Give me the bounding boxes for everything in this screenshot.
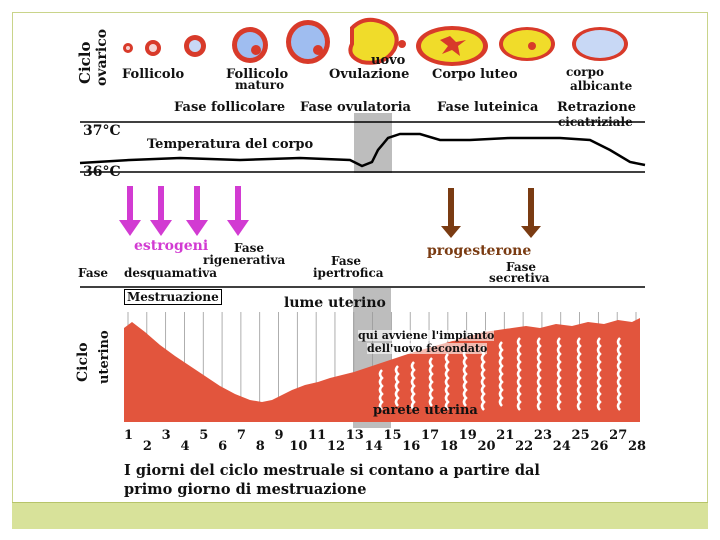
ovulation-band: [354, 113, 392, 173]
day-number: 9: [274, 428, 284, 443]
ovarian-cycle-label: Ciclo: [76, 41, 94, 84]
gland: [616, 337, 622, 411]
gland: [480, 345, 486, 411]
uterine-cycle-label: Ciclo: [75, 342, 91, 382]
menstruation-label: Mestruazione: [124, 289, 222, 305]
day-number: 16: [402, 439, 421, 454]
phase-ovulatory: Fase ovulatoria: [300, 100, 411, 115]
day-number: 20: [477, 439, 496, 454]
gland: [516, 337, 522, 411]
day-number: 14: [364, 439, 383, 454]
uterine-wall-label: parete uterina: [373, 403, 478, 418]
day-number: 15: [383, 428, 402, 443]
gland: [428, 357, 434, 407]
day-number: 4: [180, 439, 190, 454]
day-number: 21: [496, 428, 515, 443]
day-number: 24: [552, 439, 571, 454]
stage-mature-follicle: Follicolo: [226, 67, 289, 82]
day-number: 10: [289, 439, 308, 454]
uterine-phase-label: Fase: [331, 254, 362, 268]
day-number: 3: [161, 428, 171, 443]
phase-follicular: Fase follicolare: [174, 100, 286, 115]
gland: [556, 337, 562, 411]
temp-tick-37: 37°C: [83, 123, 121, 139]
stage-corpus-albicans-2: albicante: [570, 79, 633, 93]
estrogen-label: estrogeni: [134, 238, 209, 254]
temp-label: Temperatura del corpo: [147, 137, 314, 152]
caption-line-1: I giorni del ciclo mestruale si contano …: [124, 462, 540, 479]
day-number: 18: [439, 439, 458, 454]
down-arrow-icon: [119, 186, 141, 236]
down-arrow-icon: [441, 188, 461, 238]
gland: [498, 341, 504, 407]
day-number: 27: [609, 428, 628, 443]
progesterone-label: progesterone: [427, 243, 532, 259]
stage-corpus-luteum: Corpo luteo: [432, 67, 518, 82]
ovarian-stage-illustrations: [123, 17, 628, 66]
day-number: 19: [458, 428, 477, 443]
day-number: 6: [218, 439, 228, 454]
day-number: 22: [515, 439, 534, 454]
down-arrow-icon: [150, 186, 172, 236]
uterine-phase-regenerative: rigenerativa: [203, 253, 286, 267]
stage-follicle: Follicolo: [122, 67, 185, 82]
ovarian-cycle-label: ovarico: [94, 28, 110, 86]
gland: [378, 369, 384, 411]
stage-ovulation: Ovulazione: [329, 67, 410, 82]
day-number: 12: [326, 439, 346, 454]
estrogen-arrows: [119, 186, 249, 236]
uterine-phase-hypertrophic: ipertrofica: [313, 266, 384, 280]
day-number: 11: [308, 428, 327, 443]
uterine-glands: [378, 337, 622, 411]
ovulation-icon: [348, 17, 399, 65]
day-number: 1: [124, 428, 134, 443]
uterine-phase-label: Fase: [78, 266, 109, 280]
down-arrow-icon: [186, 186, 208, 236]
uterine-phase-label: Fase: [506, 260, 537, 274]
day-number: 28: [628, 439, 647, 454]
stage-mature-follicle-2: maturo: [235, 78, 285, 92]
day-number: 25: [571, 428, 590, 443]
phase-retraction: Retrazione: [557, 100, 637, 115]
footer-bar: [12, 502, 708, 529]
caption-line-2: primo giorno di mestruazione: [124, 481, 367, 498]
implantation-label: qui avviene l'impianto: [358, 329, 495, 342]
uterine-phase-label: Fase: [234, 241, 265, 255]
phase-cicatricial: cicatriziale: [558, 115, 633, 129]
gland: [394, 365, 400, 407]
down-arrow-icon: [521, 188, 541, 238]
day-number: 23: [533, 428, 553, 443]
temperature-chart: [79, 113, 646, 173]
progesterone-arrows: [441, 188, 541, 238]
phase-luteal: Fase luteinica: [437, 100, 539, 115]
stage-egg: uovo: [371, 53, 406, 68]
uterine-phase-secretive: secretiva: [489, 271, 550, 285]
day-number: 2: [142, 439, 152, 454]
stage-corpus-albicans: corpo: [566, 65, 605, 79]
gland: [462, 349, 468, 407]
gland: [410, 361, 416, 411]
day-number: 7: [236, 428, 246, 443]
gland: [536, 337, 542, 411]
day-number: 8: [255, 439, 265, 454]
uterine-cycle-label: uterino: [97, 330, 112, 384]
temp-tick-36: 36°C: [83, 164, 121, 180]
uterine-phase-desquamative: desquamativa: [124, 266, 217, 280]
day-number: 17: [421, 428, 440, 443]
temperature-curve: [79, 132, 646, 168]
gland: [576, 337, 582, 411]
down-arrow-icon: [227, 186, 249, 236]
uterine-lumen-label: lume uterino: [284, 295, 386, 311]
gland: [596, 337, 602, 411]
uterine-tissue: [124, 318, 640, 420]
day-number: 13: [345, 428, 364, 443]
day-number: 5: [199, 428, 209, 443]
day-number: 26: [590, 439, 609, 454]
implantation-label-2: dell'uovo fecondato: [367, 342, 488, 355]
gland: [444, 353, 450, 411]
